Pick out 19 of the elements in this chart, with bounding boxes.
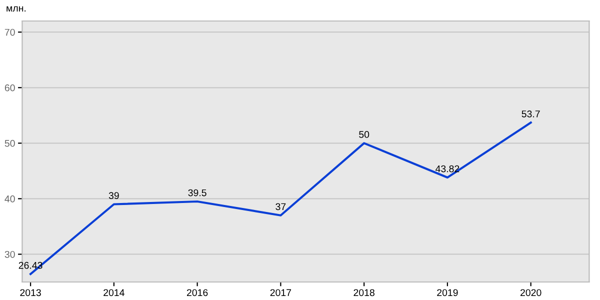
y-axis-title: млн. — [6, 6, 26, 12]
x-tick-label: 2013 — [20, 289, 41, 296]
x-tick-label: 2020 — [520, 289, 542, 296]
x-tick-label: 2019 — [437, 289, 458, 296]
y-tick-label: 30 — [4, 250, 15, 258]
data-label: 37 — [276, 203, 286, 210]
x-tick-label: 2014 — [104, 289, 124, 296]
y-tick-label: 40 — [4, 195, 15, 202]
y-tick-label: 60 — [4, 84, 15, 92]
data-label: 43.82 — [436, 165, 460, 172]
data-label: 50 — [359, 131, 370, 138]
y-tick-label: 50 — [4, 140, 15, 147]
data-label: 39 — [108, 192, 119, 199]
x-tick-label: 2018 — [354, 289, 374, 296]
data-label: 53.7 — [522, 110, 540, 118]
x-tick-label: 2017 — [270, 289, 292, 296]
data-label: 39.5 — [188, 189, 206, 196]
x-tick-label: 2016 — [186, 289, 208, 296]
y-tick-label: 70 — [4, 28, 15, 36]
